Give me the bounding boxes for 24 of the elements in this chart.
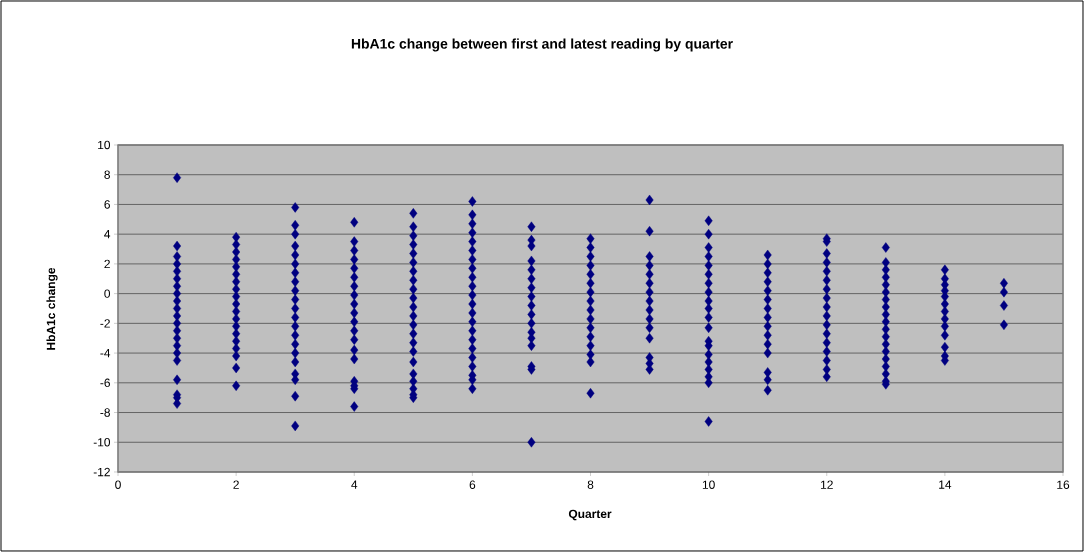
x-tick-label: 10 — [702, 480, 715, 489]
y-tick-label: -10 — [93, 438, 111, 447]
y-tick-label: 6 — [104, 200, 110, 209]
chart-title: HbA1c change between first and latest reading by quarter — [351, 38, 733, 52]
y-tick-label: -6 — [100, 378, 110, 388]
y-axis-title: HbA1c change — [46, 267, 58, 350]
x-tick-label: 12 — [821, 480, 833, 489]
y-tick-label: -2 — [100, 319, 110, 328]
x-tick-label: 2 — [233, 480, 239, 489]
y-tick-label: -4 — [100, 348, 111, 358]
y-tick-label: -8 — [100, 408, 110, 417]
y-tick-label: -12 — [93, 467, 110, 477]
y-tick-label: 0 — [104, 289, 111, 298]
x-tick-label: 0 — [115, 480, 121, 489]
x-tick-label: 8 — [587, 480, 594, 489]
x-tick-label: 14 — [939, 480, 952, 489]
x-tick-label: 4 — [351, 480, 358, 489]
y-tick-label: 10 — [98, 140, 111, 150]
x-tick-label: 16 — [1057, 480, 1070, 489]
y-tick-label: 4 — [104, 230, 111, 239]
y-tick-label: 8 — [104, 170, 110, 179]
x-tick-label: 6 — [469, 480, 476, 489]
y-tick-label: 2 — [104, 259, 110, 269]
x-axis-title: Quarter — [568, 509, 612, 521]
